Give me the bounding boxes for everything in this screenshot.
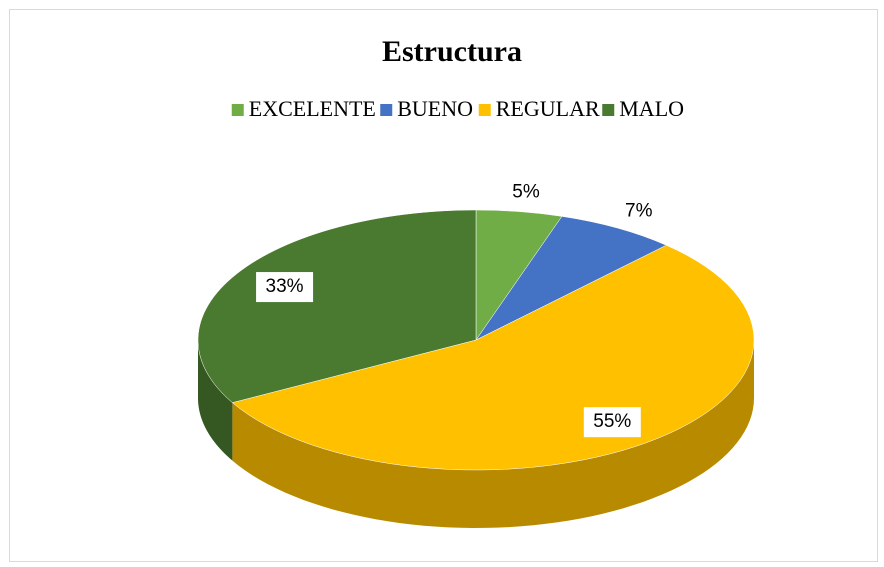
legend-label: MALO xyxy=(619,96,684,121)
legend-label: REGULAR xyxy=(496,96,600,121)
chart-title: Estructura xyxy=(382,35,522,68)
legend-swatch xyxy=(231,104,244,116)
legend-swatch xyxy=(478,104,491,116)
data-label: 5% xyxy=(512,181,540,202)
slice-side xyxy=(198,340,233,461)
legend-label: BUENO xyxy=(397,96,473,121)
data-label-box xyxy=(583,407,641,438)
data-label: 7% xyxy=(625,200,653,221)
pie-slice xyxy=(197,209,477,403)
legend: EXCELENTE BUENO REGULAR MALO xyxy=(231,96,684,121)
legend-swatch xyxy=(380,104,393,116)
legend-swatch xyxy=(602,104,615,116)
legend-label: EXCELENTE xyxy=(249,96,376,121)
data-label: 33% xyxy=(266,276,304,297)
pie-slice xyxy=(475,216,667,341)
data-label-box xyxy=(256,272,314,303)
slice-side xyxy=(232,340,755,528)
data-label: 55% xyxy=(593,411,631,432)
